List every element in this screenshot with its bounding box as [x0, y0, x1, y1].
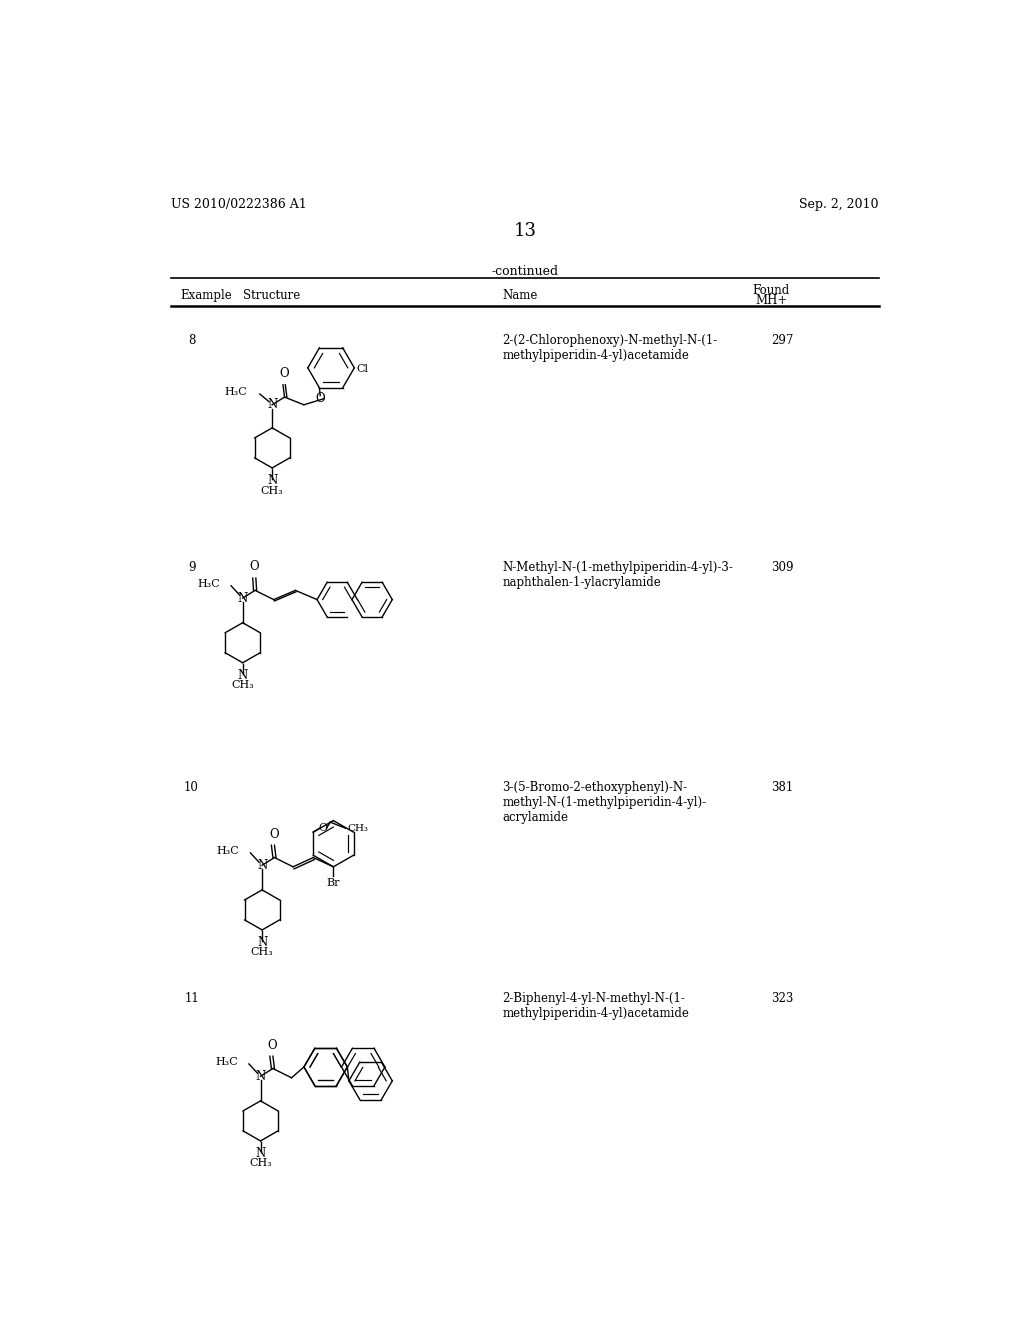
Text: N: N	[257, 936, 267, 949]
Text: N: N	[238, 669, 248, 682]
Text: CH₃: CH₃	[347, 824, 369, 833]
Text: 3-(5-Bromo-2-ethoxyphenyl)-N-
methyl-N-(1-methylpiperidin-4-yl)-
acrylamide: 3-(5-Bromo-2-ethoxyphenyl)-N- methyl-N-(…	[503, 780, 707, 824]
Text: 323: 323	[771, 993, 794, 1006]
Text: 309: 309	[771, 561, 794, 574]
Text: N: N	[255, 1069, 265, 1082]
Text: Name: Name	[503, 289, 538, 301]
Text: O: O	[315, 392, 325, 405]
Text: -continued: -continued	[492, 264, 558, 277]
Text: N: N	[257, 859, 267, 871]
Text: O: O	[269, 828, 279, 841]
Text: O: O	[250, 561, 259, 573]
Text: Cl: Cl	[356, 364, 369, 375]
Text: Sep. 2, 2010: Sep. 2, 2010	[800, 198, 879, 211]
Text: H₃C: H₃C	[217, 846, 240, 857]
Text: Example: Example	[180, 289, 232, 301]
Text: H₃C: H₃C	[215, 1057, 238, 1068]
Text: CH₃: CH₃	[231, 680, 254, 689]
Text: CH₃: CH₃	[261, 486, 284, 496]
Text: 297: 297	[771, 334, 794, 347]
Text: O: O	[279, 367, 289, 380]
Text: N: N	[267, 399, 278, 412]
Text: CH₃: CH₃	[251, 946, 273, 957]
Text: H₃C: H₃C	[224, 388, 248, 397]
Text: N-Methyl-N-(1-methylpiperidin-4-yl)-3-
naphthalen-1-ylacrylamide: N-Methyl-N-(1-methylpiperidin-4-yl)-3- n…	[503, 561, 733, 589]
Text: N: N	[267, 474, 278, 487]
Text: O: O	[318, 824, 327, 833]
Text: 381: 381	[771, 780, 794, 793]
Text: Structure: Structure	[243, 289, 300, 301]
Text: US 2010/0222386 A1: US 2010/0222386 A1	[171, 198, 306, 211]
Text: 2-(2-Chlorophenoxy)-N-methyl-N-(1-
methylpiperidin-4-yl)acetamide: 2-(2-Chlorophenoxy)-N-methyl-N-(1- methy…	[503, 334, 718, 362]
Text: N: N	[238, 591, 248, 605]
Text: 13: 13	[513, 222, 537, 239]
Text: Br: Br	[327, 878, 340, 887]
Text: MH+: MH+	[755, 294, 787, 308]
Text: 9: 9	[187, 561, 196, 574]
Text: 11: 11	[184, 993, 199, 1006]
Text: 10: 10	[184, 780, 199, 793]
Text: N: N	[255, 1147, 265, 1160]
Text: H₃C: H₃C	[198, 579, 220, 589]
Text: CH₃: CH₃	[249, 1158, 272, 1168]
Text: 8: 8	[187, 334, 196, 347]
Text: Found: Found	[753, 284, 790, 297]
Text: O: O	[267, 1039, 276, 1052]
Text: 2-Biphenyl-4-yl-N-methyl-N-(1-
methylpiperidin-4-yl)acetamide: 2-Biphenyl-4-yl-N-methyl-N-(1- methylpip…	[503, 993, 689, 1020]
